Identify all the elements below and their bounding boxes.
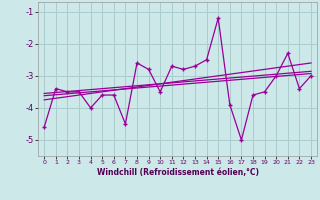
X-axis label: Windchill (Refroidissement éolien,°C): Windchill (Refroidissement éolien,°C)	[97, 168, 259, 177]
